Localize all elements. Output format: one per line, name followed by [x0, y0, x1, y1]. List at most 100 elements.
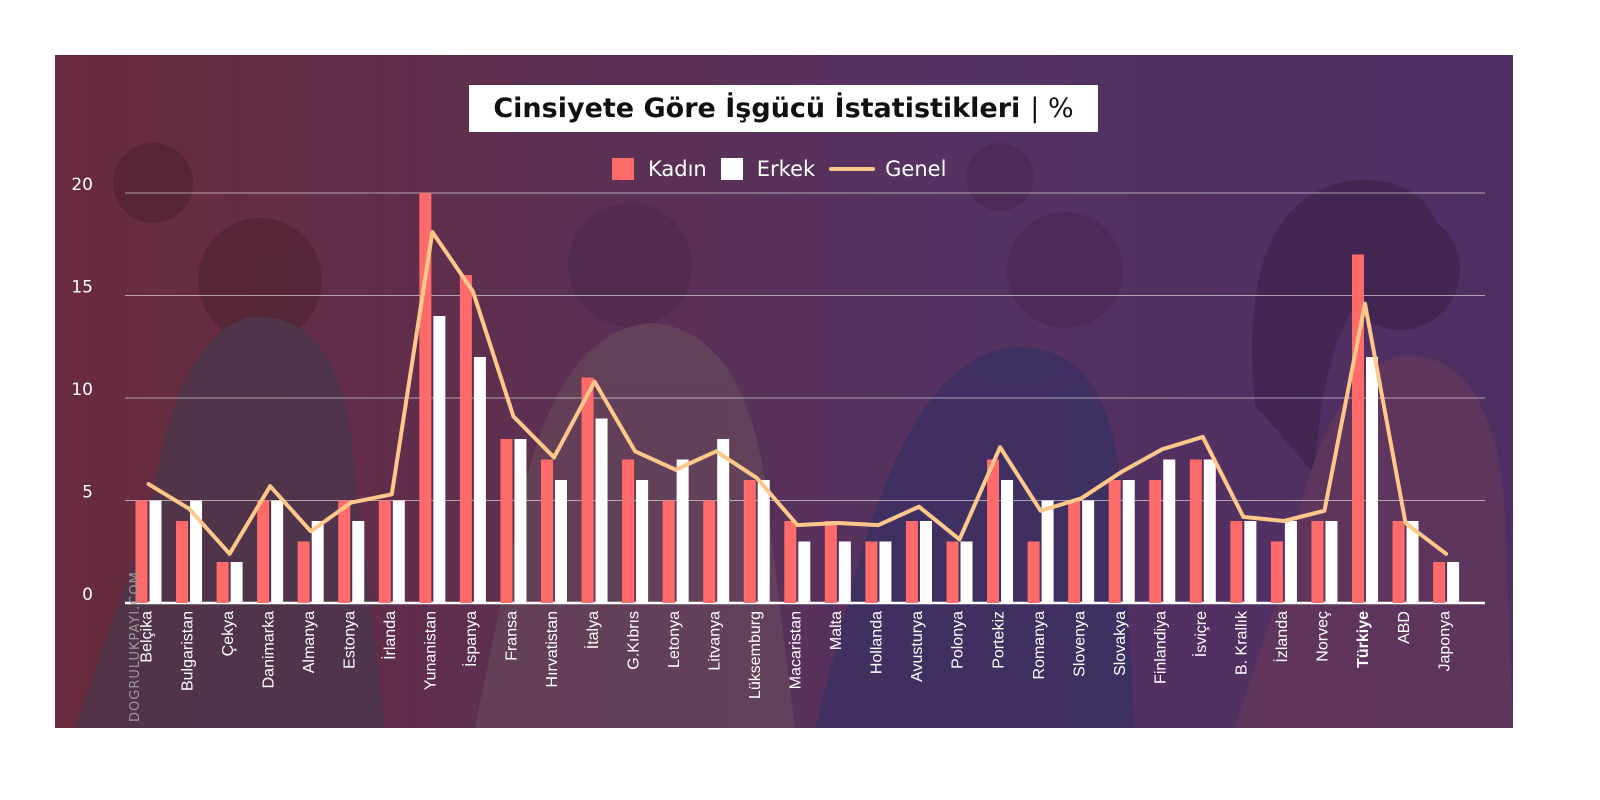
- bar-kadin-b-krall-k: [1230, 521, 1243, 603]
- bar-kadin-malta: [824, 521, 837, 603]
- bar-kadin-romanya: [1027, 541, 1040, 603]
- bar-erkek-slovakya: [1122, 480, 1135, 603]
- bar-kadin-avusturya: [905, 521, 918, 603]
- y-tick-label: 10: [71, 380, 93, 400]
- bar-erkek-t-rkiye: [1366, 357, 1378, 603]
- legend-swatch-erkek: [720, 158, 743, 180]
- labels-layer: 0 5 10 15 20 Belçika Bulgaristan Çekya Danimarka…: [71, 175, 1453, 699]
- bar-erkek-hollanda: [879, 541, 892, 603]
- x-tick-label-portekiz: Portekiz: [990, 611, 1007, 669]
- bar-kadin-fransa: [500, 439, 513, 603]
- bars-layer: [135, 193, 1460, 603]
- x-tick-label-finlandiya: Finlandiya: [1152, 611, 1169, 684]
- x-tick-label-hollanda: Hollanda: [869, 611, 886, 674]
- bar-erkek-i-spanya: [473, 357, 486, 603]
- bar-kadin-h-rvatistan: [541, 459, 553, 603]
- bar-kadin-bulgaristan: [176, 521, 189, 603]
- bg-figure-body-1: [75, 316, 385, 728]
- x-tick-label-avusturya: Avusturya: [909, 611, 926, 682]
- x-tick-label-abd: ABD: [1396, 611, 1413, 644]
- bar-erkek-g-k-br-s: [636, 480, 649, 603]
- background-figures: [75, 143, 1513, 728]
- bar-kadin-slovakya: [1108, 480, 1121, 603]
- x-tick-label-slovenya: Slovenya: [1071, 611, 1088, 677]
- x-tick-label-b-krall-k: B. Krallık: [1234, 610, 1251, 675]
- x-tick-label-letonya: Letonya: [666, 611, 683, 668]
- bar-erkek-b-krall-k: [1244, 521, 1257, 603]
- line-genel: [146, 229, 1449, 556]
- bar-erkek-portekiz: [1001, 480, 1014, 603]
- x-tick-label-t-rkiye: Türkiye: [1355, 611, 1372, 668]
- y-tick-label: 20: [71, 175, 93, 195]
- bar-erkek-polonya: [960, 541, 973, 603]
- bar-erkek-macaristan: [798, 541, 811, 603]
- legend-swatch-kadin: [612, 158, 634, 180]
- x-tick-label-bulgaristan: Bulgaristan: [179, 611, 196, 691]
- x-tick-label-h-rvatistan: Hırvatistan: [544, 611, 561, 687]
- chart-title-unit: | %: [1030, 93, 1074, 124]
- chart-canvas: 0 5 10 15 20 Belçika Bulgaristan Çekya Danimarka…: [71, 143, 1513, 728]
- bar-kadin-estonya: [338, 500, 351, 603]
- chart-panel: 0 5 10 15 20 Belçika Bulgaristan Çekya Danimarka…: [55, 55, 1513, 728]
- x-tick-label-almanya: Almanya: [301, 611, 318, 673]
- bar-erkek-finlandiya: [1163, 459, 1176, 603]
- x-tick-label-japonya: Japonya: [1436, 611, 1453, 672]
- bg-figure-hair-4: [1252, 179, 1445, 475]
- bar-kadin-danimarka: [257, 500, 270, 603]
- bar-erkek-slovenya: [1082, 500, 1095, 603]
- bar-erkek-fransa: [514, 439, 527, 603]
- x-tick-label-g-k-br-s: G.Kıbrıs: [625, 611, 642, 670]
- bar-erkek-estonya: [352, 521, 365, 603]
- legend-label-erkek: Erkek: [756, 157, 816, 181]
- line-layer: [146, 229, 1449, 556]
- legend-item-genel: Genel: [829, 157, 946, 181]
- bar-kadin-i-talya: [581, 377, 594, 603]
- bar-kadin-litvanya: [703, 500, 716, 603]
- legend-item-erkek: Erkek: [720, 157, 816, 181]
- bg-figure-head-1: [198, 218, 322, 342]
- bg-figure-head-3: [1007, 212, 1123, 328]
- y-tick-label: 0: [82, 585, 93, 605]
- bar-kadin-abd: [1392, 521, 1405, 603]
- bar-kadin-bel-ika: [135, 500, 148, 603]
- x-tick-label-i-svi-re: İsviçre: [1191, 611, 1210, 657]
- bar-kadin-ekya: [216, 562, 229, 603]
- bar-kadin-g-k-br-s: [622, 459, 635, 603]
- chart-legend: Kadın Erkek Genel: [612, 155, 960, 183]
- bar-kadin-i-svi-re: [1189, 459, 1202, 603]
- bar-erkek-bel-ika: [149, 500, 162, 603]
- x-tick-label-i-rlanda: İrlanda: [380, 611, 399, 660]
- bar-erkek-h-rvatistan: [555, 480, 567, 603]
- bar-erkek-ekya: [230, 562, 243, 603]
- bar-kadin-portekiz: [987, 459, 1000, 603]
- bar-kadin-i-rlanda: [378, 500, 391, 603]
- x-tick-label-romanya: Romanya: [1031, 611, 1048, 680]
- x-tick-label-norve: Norveç: [1315, 611, 1332, 662]
- bar-erkek-yunanistan: [433, 316, 446, 603]
- bar-erkek-avusturya: [919, 521, 932, 603]
- legend-label-genel: Genel: [885, 157, 947, 181]
- legend-item-kadin: Kadın: [612, 157, 707, 181]
- bar-kadin-polonya: [946, 541, 959, 603]
- bar-kadin-finlandiya: [1149, 480, 1162, 603]
- bar-kadin-macaristan: [784, 521, 797, 603]
- bar-erkek-japonya: [1447, 562, 1460, 603]
- y-tick-label: 15: [71, 278, 93, 298]
- bar-kadin-norve: [1311, 521, 1324, 603]
- bar-erkek-abd: [1406, 521, 1419, 603]
- bar-erkek-i-svi-re: [1203, 459, 1216, 603]
- bar-erkek-letonya: [676, 459, 689, 603]
- bar-erkek-malta: [838, 541, 851, 603]
- bar-kadin-t-rkiye: [1352, 254, 1364, 603]
- x-tick-label-i-zlanda: İzlanda: [1272, 611, 1291, 663]
- bar-erkek-litvanya: [717, 439, 730, 603]
- watermark-text: DOGRULUKPAYI.COM: [127, 571, 143, 722]
- chart-title-text: Cinsiyete Göre İşgücü İstatistikleri: [493, 93, 1021, 124]
- y-tick-label: 5: [82, 483, 93, 503]
- bar-erkek-l-ksemburg: [757, 480, 770, 603]
- x-tick-label-yunanistan: Yunanistan: [423, 611, 440, 690]
- x-tick-label-danimarka: Danimarka: [260, 611, 277, 688]
- x-tick-label-estonya: Estonya: [341, 611, 358, 669]
- bar-erkek-bulgaristan: [190, 500, 203, 603]
- bar-kadin-l-ksemburg: [743, 480, 756, 603]
